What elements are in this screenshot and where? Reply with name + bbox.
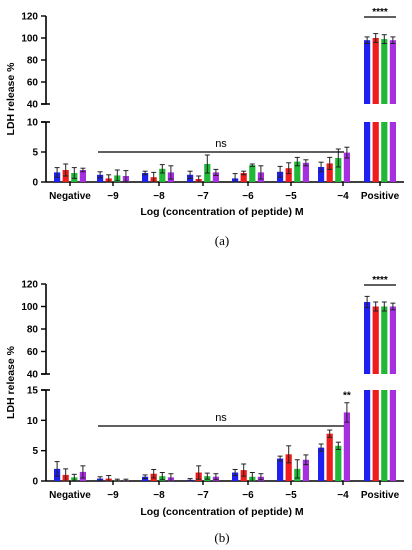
bar	[318, 167, 325, 182]
y-axis-label: LDH release %	[5, 345, 17, 419]
chart-panel-a: 120 100 80 60 40 10 5 0 LDH release % Negative −9 −…	[5, 7, 404, 248]
y-axis-label: LDH release %	[5, 62, 17, 136]
y-tick-label: 5	[32, 446, 38, 457]
y-tick-label: 10	[27, 416, 39, 427]
y-tick-label: 60	[27, 347, 39, 358]
bar	[326, 163, 333, 182]
ns-label: ns	[215, 412, 227, 424]
x-tick-label: −7	[197, 191, 209, 202]
x-axis-label: Log (concentration of peptide) M	[140, 506, 304, 518]
bar	[79, 170, 86, 182]
bar-upper-segment	[372, 38, 379, 104]
bar-upper-segment	[372, 306, 379, 374]
y-tick-label: 100	[21, 34, 38, 45]
bar	[294, 161, 301, 182]
y-tick-label: 40	[27, 370, 39, 381]
bar	[372, 122, 379, 182]
significance-label: ****	[372, 275, 388, 286]
x-tick-label: −5	[285, 191, 297, 202]
x-tick-label: −6	[242, 490, 254, 501]
significance-label: **	[343, 391, 351, 402]
bar	[212, 172, 219, 182]
bar	[389, 122, 396, 182]
bar	[240, 173, 247, 182]
bar	[159, 168, 166, 182]
bar-upper-segment	[381, 39, 388, 104]
bar-upper-segment	[389, 306, 396, 374]
bar	[302, 162, 309, 182]
significance-label: ****	[372, 7, 388, 18]
x-tick-label: −9	[107, 191, 119, 202]
bar	[285, 168, 292, 182]
bar	[372, 390, 379, 481]
bar	[381, 122, 388, 182]
y-tick-label: 40	[27, 100, 39, 111]
y-tick-label: 120	[21, 280, 38, 291]
ns-label: ns	[215, 138, 227, 150]
x-tick-label: Negative	[49, 191, 91, 202]
y-tick-label: 5	[32, 148, 38, 159]
bar-upper-segment	[364, 302, 371, 374]
bar-upper-segment	[389, 40, 396, 104]
x-tick-label: −6	[242, 191, 254, 202]
bar	[364, 390, 371, 481]
x-tick-label: Positive	[361, 490, 400, 501]
bar-upper-segment	[364, 40, 371, 104]
bar	[326, 433, 333, 481]
bar	[364, 122, 371, 182]
x-tick-label: −4	[337, 490, 349, 501]
x-tick-label: −4	[337, 191, 349, 202]
bar	[232, 472, 239, 481]
bar	[285, 454, 292, 481]
y-tick-label: 0	[32, 178, 38, 189]
x-axis-label: Log (concentration of peptide) M	[140, 206, 304, 218]
y-tick-label: 10	[27, 118, 39, 129]
y-tick-label: 60	[27, 78, 39, 89]
y-tick-label: 120	[21, 12, 38, 23]
x-tick-label: −9	[107, 490, 119, 501]
y-tick-label: 80	[27, 325, 39, 336]
x-tick-label: −5	[285, 490, 297, 501]
x-tick-label: Negative	[49, 490, 91, 501]
panel-label: (b)	[214, 530, 229, 545]
x-tick-label: −8	[153, 191, 165, 202]
y-tick-label: 100	[21, 302, 38, 313]
x-tick-label: Positive	[361, 191, 400, 202]
bar	[381, 390, 388, 481]
bar	[318, 447, 325, 481]
bar	[343, 412, 350, 481]
bar	[335, 445, 342, 481]
x-tick-label: −7	[197, 490, 209, 501]
bar	[142, 173, 149, 182]
y-tick-label: 0	[32, 477, 38, 488]
x-tick-label: −8	[153, 490, 165, 501]
bar	[302, 459, 309, 481]
bar	[343, 152, 350, 182]
bar	[389, 390, 396, 481]
y-tick-label: 80	[27, 56, 39, 67]
bar	[97, 174, 104, 182]
y-tick-label: 15	[27, 386, 39, 397]
panel-label: (a)	[215, 233, 229, 248]
bar	[249, 165, 256, 182]
chart-panel-b: 120 100 80 60 40 15 10 5 0 LDH release % Negative −…	[5, 275, 404, 545]
bar-upper-segment	[381, 306, 388, 374]
bar	[277, 458, 284, 481]
bar	[335, 158, 342, 182]
